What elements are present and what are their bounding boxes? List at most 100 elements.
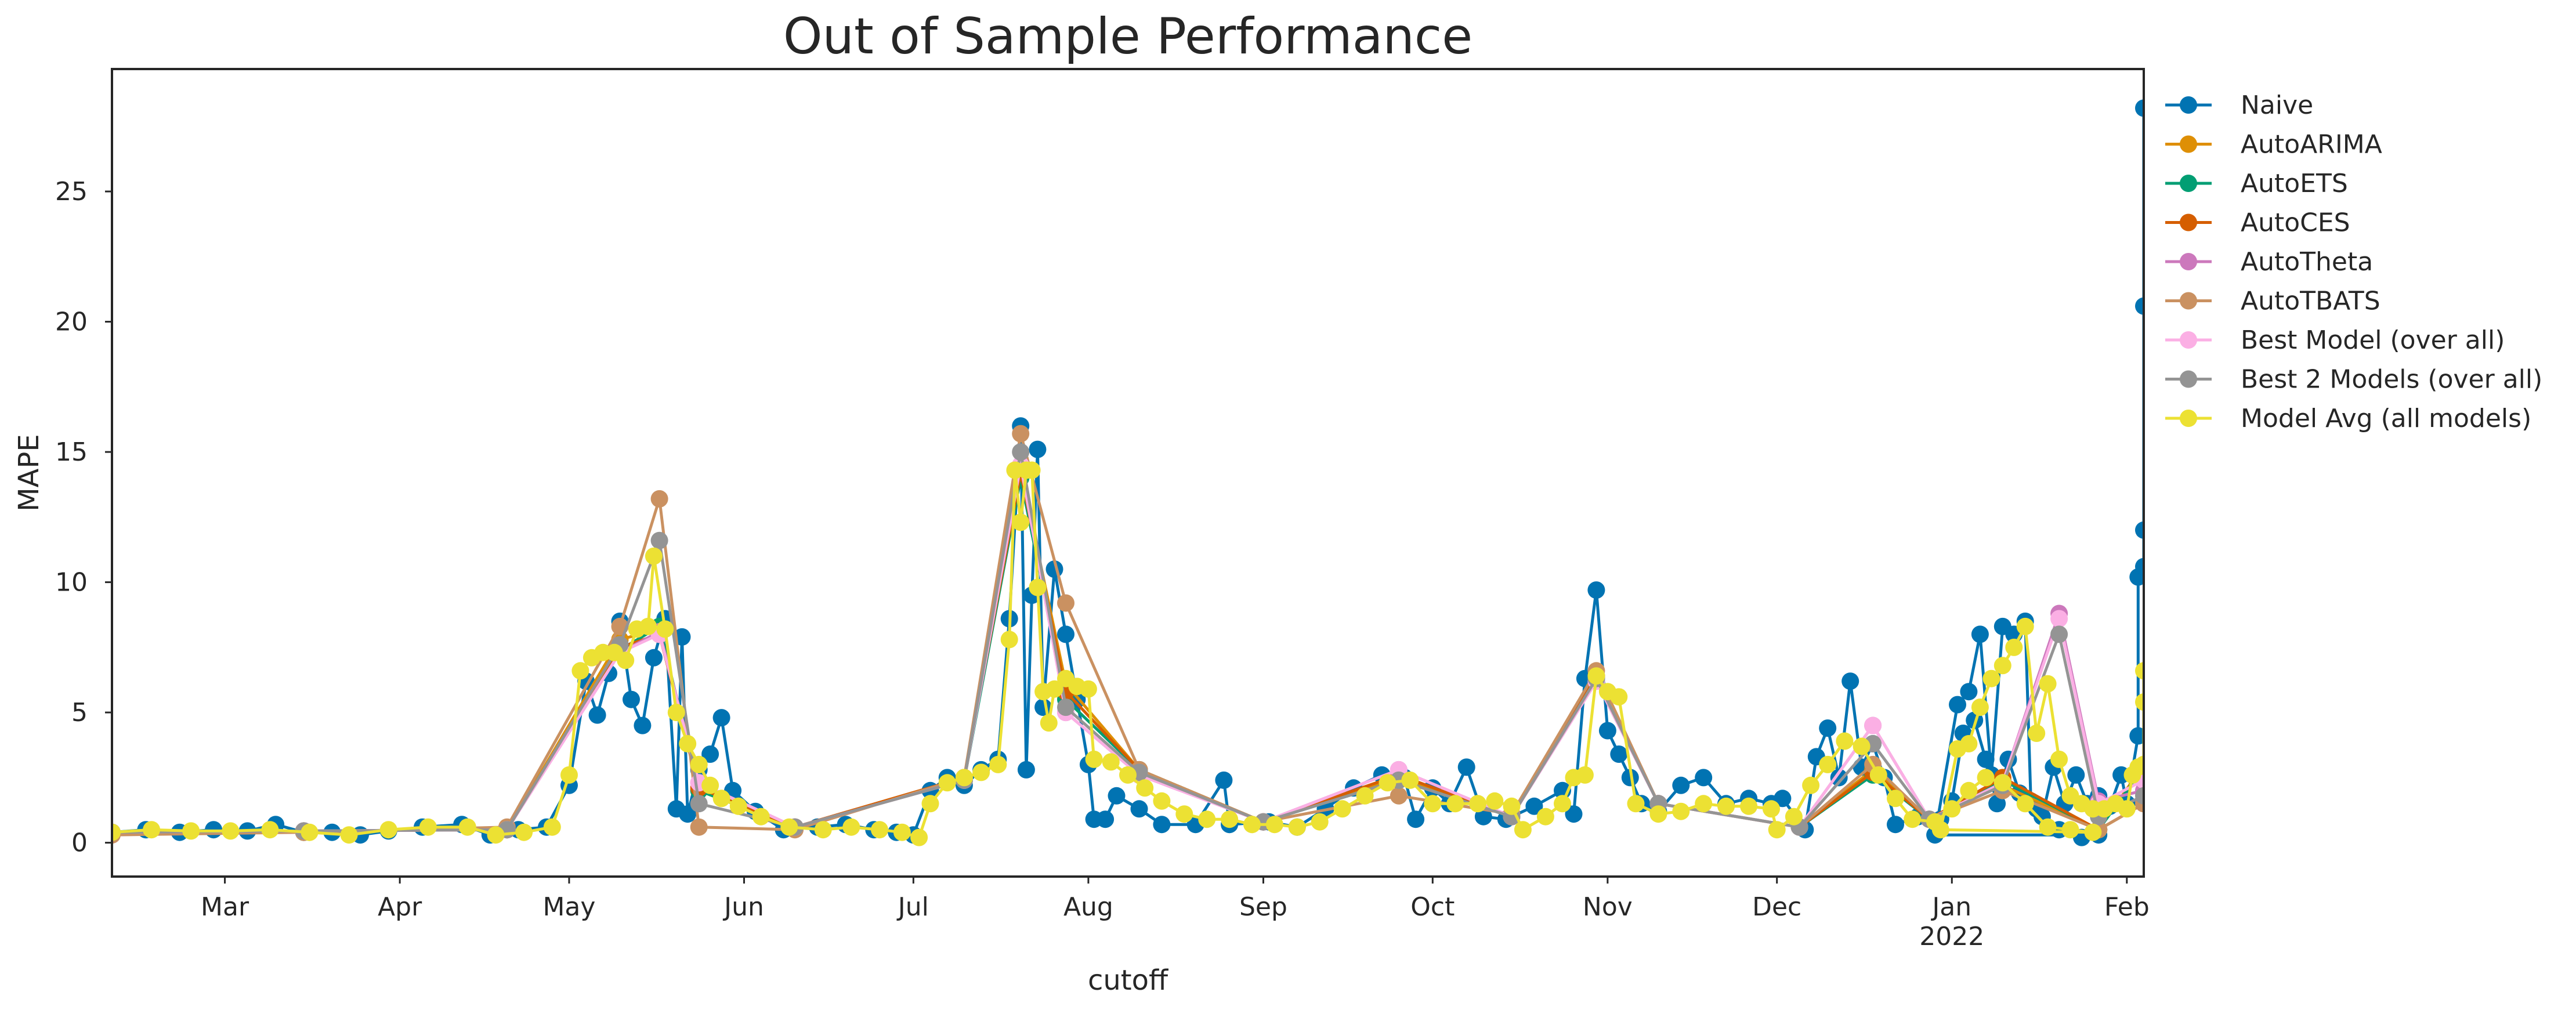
data-point xyxy=(1565,805,1583,823)
data-point xyxy=(1079,680,1097,698)
x-tick-label: Mar xyxy=(201,892,249,922)
data-point xyxy=(2135,662,2144,680)
data-point xyxy=(955,769,973,787)
data-point xyxy=(1085,750,1103,768)
data-point xyxy=(1887,816,1904,834)
data-point xyxy=(1904,810,1922,828)
data-point xyxy=(1525,797,1543,815)
data-point xyxy=(1853,737,1871,755)
legend-item-best-2-models-over-all: Best 2 Models (over all) xyxy=(2165,365,2542,394)
legend-item-model-avg-all-models: Model Avg (all models) xyxy=(2165,404,2531,433)
data-point xyxy=(1869,766,1887,784)
data-point xyxy=(487,826,505,844)
data-point xyxy=(1971,625,1989,643)
data-point xyxy=(1960,735,1978,752)
data-point xyxy=(261,821,279,839)
data-point xyxy=(1469,795,1487,813)
data-point xyxy=(729,797,747,815)
data-point xyxy=(1012,513,1030,531)
data-point xyxy=(1587,667,1605,685)
data-point xyxy=(690,795,708,813)
data-point xyxy=(1136,779,1154,797)
series-model-avg-all-models xyxy=(112,461,2144,846)
data-point xyxy=(1830,769,1848,787)
data-point xyxy=(1627,795,1645,813)
data-point xyxy=(2135,99,2144,117)
data-point xyxy=(1864,716,1882,734)
data-point xyxy=(1785,808,1803,826)
x-tick-label: Sep xyxy=(1239,892,1287,922)
data-point xyxy=(1503,797,1521,815)
data-point xyxy=(2061,821,2079,839)
legend-swatch-marker xyxy=(2180,331,2197,349)
data-point xyxy=(910,828,928,846)
data-point xyxy=(938,774,956,792)
legend-swatch-marker xyxy=(2180,292,2197,310)
data-point xyxy=(1288,818,1306,836)
data-point xyxy=(1819,719,1837,737)
data-point xyxy=(340,826,358,844)
legend-item-autoarima: AutoARIMA xyxy=(2165,130,2382,160)
data-point xyxy=(1598,722,1616,740)
data-point xyxy=(1119,766,1137,784)
plot-frame xyxy=(111,68,2145,878)
x-tick-label: Aug xyxy=(1063,892,1113,922)
legend: Naive AutoARIMA AutoETS AutoCES AutoTheta Aut… xyxy=(2165,90,2542,433)
legend-item-autotbats: AutoTBATS xyxy=(2165,287,2380,316)
data-point xyxy=(1012,443,1030,461)
data-point xyxy=(1802,776,1820,794)
data-point xyxy=(1029,440,1047,458)
data-point xyxy=(1108,787,1126,805)
legend-label: AutoETS xyxy=(2241,169,2348,198)
data-point xyxy=(1610,745,1628,763)
data-point xyxy=(2084,823,2102,841)
data-point xyxy=(143,821,161,839)
x-tick-sublabel: 2022 xyxy=(1919,922,1984,951)
data-point xyxy=(1023,461,1041,479)
data-point xyxy=(1672,802,1690,820)
x-tick-label: Jan xyxy=(1930,892,1971,922)
data-point xyxy=(1012,425,1030,443)
data-point xyxy=(2005,638,2023,656)
x-tick-label: Apr xyxy=(378,892,422,922)
data-point xyxy=(1931,821,1949,839)
data-point xyxy=(2028,725,2046,742)
data-point xyxy=(2135,755,2144,773)
data-point xyxy=(701,776,719,794)
data-point xyxy=(1949,696,1966,714)
legend-label: AutoTBATS xyxy=(2241,287,2380,316)
data-point xyxy=(690,755,708,773)
data-point xyxy=(639,617,657,635)
data-point xyxy=(1960,781,1978,799)
x-tick-label: Dec xyxy=(1752,892,1801,922)
data-point xyxy=(2135,521,2144,539)
data-point xyxy=(1265,816,1283,834)
data-point xyxy=(588,706,606,724)
data-point xyxy=(1221,810,1239,828)
data-point xyxy=(2016,795,2034,813)
data-point xyxy=(1610,688,1628,706)
x-tick-label: May xyxy=(542,892,595,922)
data-point xyxy=(1536,808,1554,826)
data-point xyxy=(1215,771,1233,789)
data-point xyxy=(1045,680,1063,698)
data-point xyxy=(1424,795,1442,813)
data-point xyxy=(1649,805,1667,823)
data-point xyxy=(571,662,589,680)
y-tick-label: 5 xyxy=(71,698,88,727)
data-point xyxy=(1887,790,1904,808)
data-point xyxy=(1740,797,1758,815)
data-point xyxy=(1243,816,1261,834)
data-point xyxy=(2135,693,2144,711)
data-point xyxy=(1474,808,1492,826)
x-tick-label: Oct xyxy=(1410,892,1455,922)
data-point xyxy=(1457,758,1475,776)
data-point xyxy=(2050,625,2068,643)
data-point xyxy=(1763,800,1780,818)
data-point xyxy=(1000,631,1018,649)
legend-swatch-marker xyxy=(2180,253,2197,270)
data-point xyxy=(650,531,668,549)
